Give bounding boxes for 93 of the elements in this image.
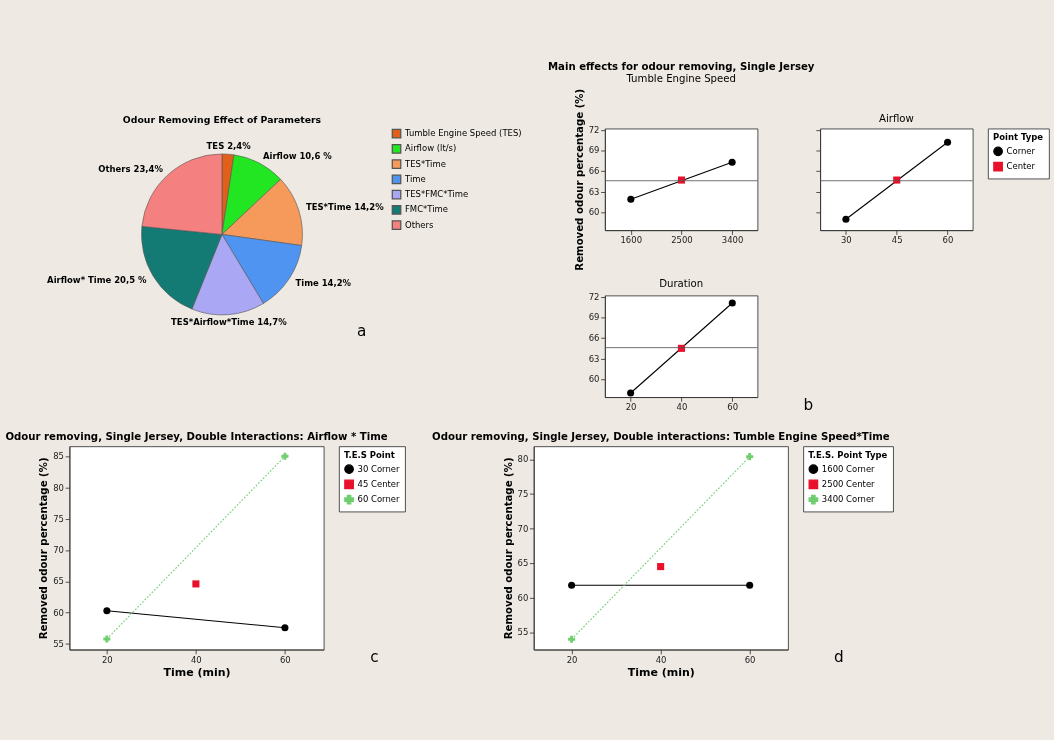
y-tick-label: 72 [588, 124, 600, 135]
x-tick-label: 40 [190, 654, 202, 665]
x-tick-label: 45 [891, 235, 903, 246]
legend-label: Corner [1006, 145, 1036, 156]
y-tick-label: 75 [53, 513, 64, 524]
legend-label: FMC*Time [404, 204, 449, 215]
chart-title: Odour removing, Single Jersey, Double interactions: Tumble Engine Speed*Time [432, 430, 890, 442]
legend-label: TES*FMC*Time [403, 189, 469, 200]
text: b [803, 395, 814, 414]
point [192, 580, 200, 588]
chart-subtitle: Airflow [878, 113, 914, 125]
point [627, 195, 635, 203]
data-label: Others 23,4% [98, 163, 164, 174]
x-tick-label: 60 [942, 235, 954, 246]
y-tick-label: 69 [588, 312, 600, 323]
legend-label: Time [403, 173, 426, 184]
legend-title: T.E.S Point [343, 450, 395, 461]
x-axis-title: Time (min) [627, 666, 695, 680]
y-tick-label: 65 [53, 576, 64, 587]
point [746, 453, 754, 461]
legend-label: Tumble Engine Speed (TES) [403, 128, 522, 139]
text: a [357, 322, 367, 341]
y-tick-label: 60 [517, 592, 529, 603]
data-label: TES*Time 14,2% [305, 202, 385, 213]
y-axis-title: Removed odour percentage (%) [573, 88, 585, 271]
y-tick-label: 69 [588, 145, 600, 156]
y-tick-label: 70 [517, 523, 529, 534]
text: c [370, 648, 379, 667]
legend-label: 30 Corner [357, 463, 401, 474]
legend-label: Center [1006, 161, 1036, 172]
y-tick-label: 80 [53, 482, 64, 493]
x-tick-label: 2500 [671, 235, 693, 246]
y-tick-label: 80 [517, 454, 529, 465]
legend-label: TES*Time [403, 158, 446, 169]
x-axis-title: Time (min) [163, 666, 231, 680]
x-tick-label: 60 [727, 402, 739, 413]
data-label: Airflow* Time 20,5 % [47, 274, 148, 285]
point [103, 607, 111, 615]
x-tick-label: 3400 [721, 235, 744, 246]
point [103, 635, 111, 643]
y-axis-title: Removed odour percentage (%) [502, 457, 514, 640]
x-tick-label: 20 [625, 402, 637, 413]
y-tick-label: 60 [588, 207, 600, 218]
y-tick-label: 60 [588, 374, 600, 385]
y-tick-label: 60 [53, 607, 64, 618]
point [281, 452, 289, 460]
legend-label: 45 Center [357, 478, 401, 489]
y-tick-label: 75 [517, 488, 529, 499]
point [728, 299, 736, 307]
y-tick-label: 63 [588, 353, 600, 364]
legend-label: 3400 Corner [821, 494, 876, 505]
y-tick-label: 55 [517, 627, 529, 638]
x-tick-label: 40 [655, 654, 667, 665]
legend-label: 60 Corner [357, 494, 401, 505]
chart-title: Odour removing, Single Jersey, Double Interactions: Airflow * Time [5, 430, 388, 442]
y-tick-label: 55 [53, 638, 64, 649]
data-label: Time 14,2% [295, 277, 352, 288]
chart-title: Odour Removing Effect of Parameters [122, 114, 322, 126]
legend-label: 2500 Center [821, 478, 876, 489]
x-tick-label: 40 [676, 402, 688, 413]
data-label: TES*Airflow*Time 14,7% [171, 316, 288, 327]
y-tick-label: 63 [588, 186, 600, 197]
x-tick-label: 30 [840, 235, 852, 246]
legend-title: Point Type [993, 132, 1044, 143]
y-tick-label: 72 [588, 291, 600, 302]
legend-label: 1600 Corner [821, 463, 876, 474]
chart-subtitle: Tumble Engine Speed [625, 73, 737, 85]
y-axis-title: Removed odour percentage (%) [38, 457, 50, 640]
legend-label: Others [404, 219, 434, 230]
legend-label: Airflow (lt/s) [404, 143, 457, 154]
point [657, 563, 665, 571]
x-tick-label: 20 [101, 654, 113, 665]
x-tick-label: 1600 [620, 235, 643, 246]
x-tick-label: 20 [566, 654, 578, 665]
x-tick-label: 60 [279, 654, 291, 665]
point [627, 389, 635, 397]
x-tick-label: 60 [744, 654, 756, 665]
point [568, 581, 576, 589]
point [728, 158, 736, 166]
chart-subtitle: Duration [659, 277, 704, 289]
point [568, 635, 576, 643]
text: d [833, 648, 844, 667]
legend-title: T.E.S. Point Type [808, 450, 888, 461]
point [281, 624, 289, 632]
y-tick-label: 66 [588, 333, 600, 343]
chart-title: Main effects for odour removing, Single Jersey [547, 60, 815, 72]
y-tick-label: 65 [517, 558, 529, 569]
data-label: Airflow 10,6 % [262, 150, 333, 161]
y-tick-label: 66 [588, 166, 600, 177]
y-tick-label: 70 [53, 545, 64, 556]
data-label: TES 2,4% [206, 141, 252, 152]
y-tick-label: 85 [53, 451, 64, 462]
point [746, 581, 754, 589]
